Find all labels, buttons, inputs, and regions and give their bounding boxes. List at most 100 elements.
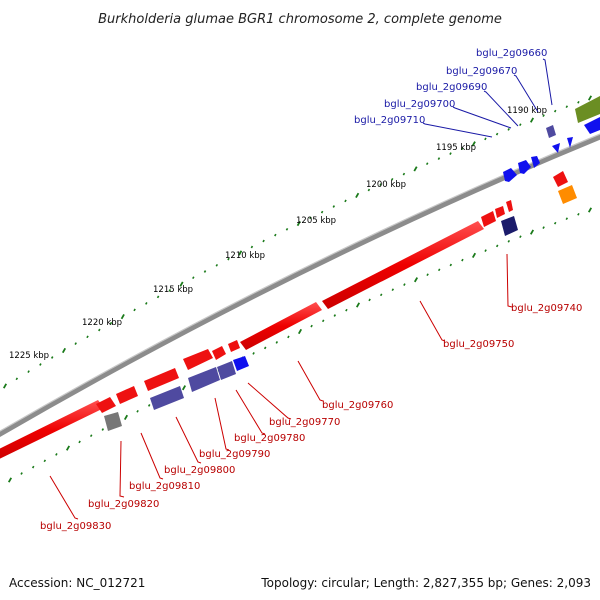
ruler-label: 1200 kbp	[366, 180, 406, 190]
ruler-tick	[367, 188, 371, 192]
gene-arrow-09730[interactable]	[495, 206, 505, 218]
gene-arrow-09810[interactable]	[116, 386, 138, 404]
gene-label[interactable]: bglu_2g09760	[322, 400, 393, 411]
gene-arrow-large-left[interactable]	[240, 302, 322, 350]
inner-tick	[426, 273, 429, 277]
gene-purple-09800[interactable]	[150, 386, 184, 410]
gene-label[interactable]: bglu_2g09740	[511, 303, 582, 314]
gene-label[interactable]: bglu_2g09770	[269, 417, 340, 428]
ruler-tick	[120, 313, 125, 320]
inner-tick	[379, 293, 383, 297]
ruler-tick	[565, 105, 569, 109]
ruler-tick	[507, 128, 510, 131]
accession-text: Accession: NC_012721	[9, 576, 145, 590]
inner-tick	[519, 235, 522, 239]
gene-label[interactable]: bglu_2g09830	[40, 521, 111, 532]
gene-arrow-09780[interactable]	[212, 346, 226, 360]
bottom-leaders	[49, 253, 513, 520]
ruler-label: 1210 kbp	[225, 251, 265, 261]
inner-tick	[529, 229, 535, 235]
gene-navy-09740[interactable]	[501, 216, 518, 236]
ruler-tick	[402, 172, 406, 176]
gene-arrow-09770[interactable]	[228, 340, 240, 352]
gene-small-purple[interactable]	[546, 125, 556, 138]
ruler-tick	[413, 166, 418, 172]
gene-label[interactable]: bglu_2g09700	[384, 99, 455, 110]
gene-arrow-09750[interactable]	[322, 221, 484, 309]
inner-tick	[181, 385, 187, 391]
ruler-tick	[437, 157, 441, 160]
ruler-tick	[285, 227, 289, 231]
inner-tick	[437, 268, 441, 272]
gene-arrow-09670[interactable]	[567, 137, 573, 148]
ruler-tick	[262, 239, 265, 243]
inner-tick	[391, 288, 395, 292]
ruler-tick	[192, 276, 195, 280]
gene-arrow-09740[interactable]	[481, 211, 496, 227]
ruler-label: 1225 kbp	[9, 351, 49, 361]
ruler-label: 1215 kbp	[153, 285, 193, 295]
ruler-tick	[553, 109, 557, 113]
ruler-tick	[215, 263, 219, 267]
inner-tick	[484, 249, 487, 252]
ruler-tick	[542, 114, 545, 117]
reverse-genes	[104, 171, 577, 431]
gene-label[interactable]: bglu_2g09750	[443, 339, 514, 350]
gene-arrow-09710[interactable]	[503, 168, 517, 182]
ruler-tick	[309, 216, 312, 220]
ruler-tick	[332, 205, 336, 208]
gene-label[interactable]: bglu_2g09820	[88, 499, 159, 510]
gene-arrow-09690[interactable]	[531, 156, 540, 168]
ruler-tick	[86, 335, 89, 339]
ruler-tick	[2, 383, 8, 389]
ruler-tick	[519, 123, 522, 127]
ruler-tick	[39, 363, 42, 366]
inner-tick	[147, 404, 151, 407]
ruler-tick	[471, 141, 476, 147]
inner-tick	[565, 217, 569, 221]
gene-label[interactable]: bglu_2g09790	[199, 449, 270, 460]
ruler-tick	[484, 137, 487, 141]
gene-arrow-09680[interactable]	[552, 143, 560, 153]
inner-tick	[577, 212, 580, 216]
inner-tick	[55, 453, 58, 456]
ruler-tick	[274, 233, 277, 237]
gene-label[interactable]: bglu_2g09710	[354, 115, 425, 126]
ruler-label: 1195 kbp	[436, 143, 476, 153]
inner-tick	[136, 409, 139, 413]
ruler-tick	[15, 377, 19, 381]
gene-olive[interactable]	[575, 96, 600, 123]
gene-label[interactable]: bglu_2g09800	[164, 465, 235, 476]
gene-label[interactable]: bglu_2g09670	[446, 66, 517, 77]
gene-arrow-09800[interactable]	[144, 368, 179, 391]
ruler-tick	[74, 342, 77, 345]
genome-backbone	[0, 134, 600, 437]
ruler-tick	[425, 162, 429, 166]
ruler-label: 1190 kbp	[507, 106, 547, 116]
gene-arrow-big-left[interactable]	[0, 400, 104, 461]
gene-arrow-09720[interactable]	[506, 200, 513, 212]
inner-tick	[321, 319, 325, 323]
gene-label[interactable]: bglu_2g09810	[129, 481, 200, 492]
gene-arrow-09700[interactable]	[518, 160, 531, 174]
gene-arrow-09790[interactable]	[183, 349, 213, 370]
inner-tick	[297, 328, 303, 335]
ruler-tick	[133, 308, 136, 312]
forward-genes	[0, 96, 600, 461]
gene-arrow-09820[interactable]	[96, 397, 116, 413]
gene-label[interactable]: bglu_2g09690	[416, 82, 487, 93]
gene-label[interactable]: bglu_2g09780	[234, 433, 305, 444]
gene-arrow-09660[interactable]	[584, 117, 600, 134]
gene-orange-right[interactable]	[558, 185, 577, 204]
ruler-tick	[460, 147, 464, 151]
gene-red-right[interactable]	[553, 171, 568, 187]
gene-purple-09790[interactable]	[188, 367, 220, 392]
ruler-tick	[227, 257, 230, 261]
gene-blue-09770[interactable]	[233, 356, 249, 371]
gene-gray-09830[interactable]	[104, 412, 122, 431]
gene-purple-09780[interactable]	[217, 361, 236, 380]
gene-label[interactable]: bglu_2g09660	[476, 48, 547, 59]
inner-tick	[275, 341, 279, 344]
inner-tick	[263, 346, 267, 350]
inner-tick	[413, 277, 419, 283]
